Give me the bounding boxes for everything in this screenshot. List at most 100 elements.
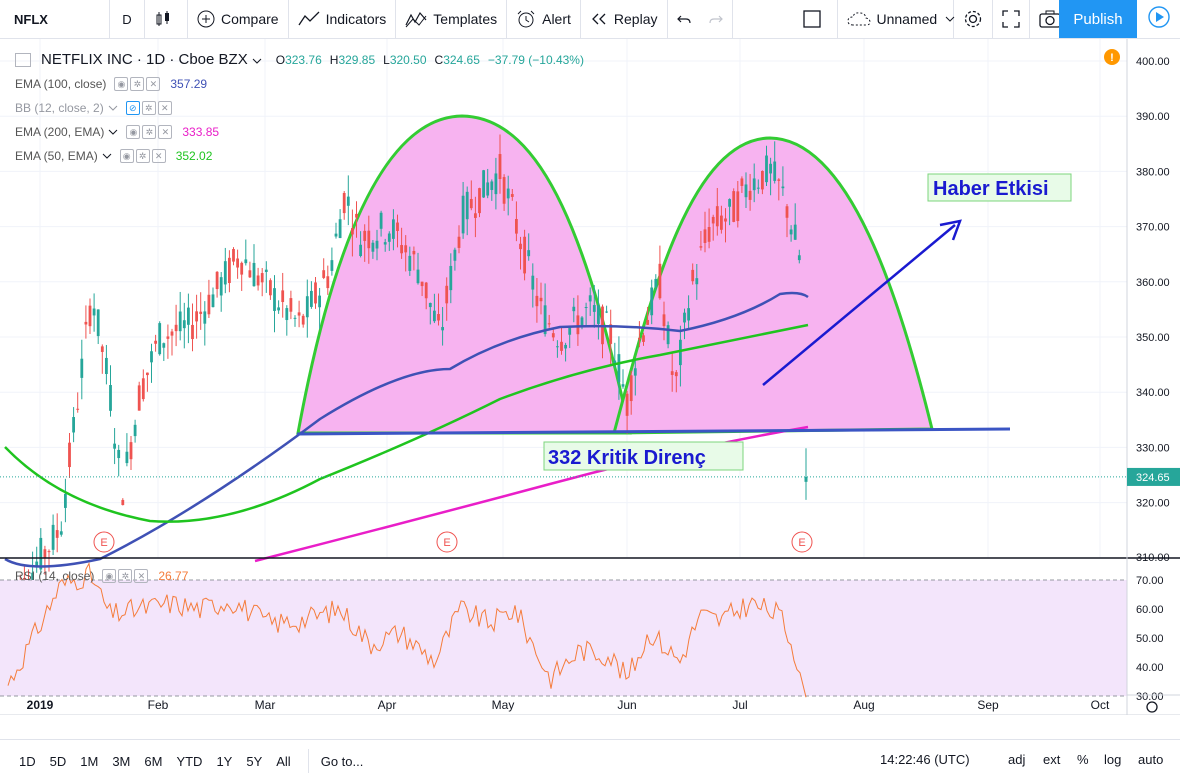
undo-button[interactable] xyxy=(668,0,700,38)
candle-body xyxy=(539,297,543,302)
indicator-buttons[interactable]: ◉ ✲ ✕ xyxy=(119,149,168,163)
gear-icon xyxy=(963,9,983,29)
legend-rsi[interactable]: RSI (14, close) ◉ ✲ ✕ 26.77 xyxy=(15,569,188,583)
auto-toggle[interactable]: auto xyxy=(1138,752,1164,767)
replay-button[interactable]: Replay xyxy=(581,0,668,38)
legend-ema200[interactable]: EMA (200, EMA) ◉ ✲ ✕ 333.85 xyxy=(15,125,219,139)
resistance-line xyxy=(296,427,1011,436)
legend-ema50[interactable]: EMA (50, EMA) ◉ ✲ ✕ 352.02 xyxy=(15,149,212,163)
fullscreen-layout-button[interactable] xyxy=(733,0,838,38)
templates-button[interactable]: Templates xyxy=(396,0,508,38)
range-5y[interactable]: 5Y xyxy=(246,753,263,769)
candle-body xyxy=(715,206,719,227)
candle-body xyxy=(154,340,157,344)
ema100-value: 357.29 xyxy=(170,77,208,91)
candle-body xyxy=(166,336,170,339)
log-toggle[interactable]: log xyxy=(1104,752,1122,767)
indicator-buttons[interactable]: ◉ ✲ ✕ xyxy=(114,77,162,91)
candle-body xyxy=(293,317,297,319)
play-button[interactable] xyxy=(1137,0,1180,38)
legend-ema100[interactable]: EMA (100, close) ◉ ✲ ✕ 357.29 xyxy=(15,77,207,91)
chart-style-button[interactable] xyxy=(145,0,188,38)
alert-button[interactable]: Alert xyxy=(507,0,581,38)
candle-body xyxy=(273,288,276,311)
replay-label: Replay xyxy=(613,11,658,27)
range-5d[interactable]: 5D xyxy=(49,753,67,769)
candle-body xyxy=(449,265,453,291)
gear-icon: ✲ xyxy=(135,149,150,163)
candle-body xyxy=(642,335,645,342)
goto-button[interactable]: Go to... xyxy=(307,749,363,773)
time-axis-label: Apr xyxy=(378,698,397,712)
rsi-axis-label: 70.00 xyxy=(1136,575,1164,587)
candle-body xyxy=(170,331,174,336)
range-1y[interactable]: 1Y xyxy=(216,753,233,769)
candle-body xyxy=(187,307,190,325)
candle-body xyxy=(416,269,420,284)
candle-body xyxy=(769,163,772,174)
indicator-buttons[interactable]: ⊘ ✲ ✕ xyxy=(125,101,174,115)
news-arrow-head xyxy=(939,219,962,241)
ext-toggle[interactable]: ext xyxy=(1043,752,1061,767)
chart-area[interactable]: 332 Kritik Direnç Haber Etkisi E E E! 400.00 3… xyxy=(0,39,1180,715)
candle-body xyxy=(506,188,510,199)
adj-toggle[interactable]: adj xyxy=(1008,752,1026,767)
collapse-legend-icon[interactable] xyxy=(15,52,31,67)
range-ytd[interactable]: YTD xyxy=(176,753,203,769)
plus-circle-icon xyxy=(197,10,215,28)
candle-body xyxy=(744,184,748,198)
indicators-icon xyxy=(298,10,320,28)
price-axis-label: 330.00 xyxy=(1136,442,1170,454)
earnings-marker xyxy=(791,531,813,553)
cloud-icon xyxy=(846,11,871,27)
ema200-name: EMA (200, EMA) xyxy=(15,125,105,139)
indicators-button[interactable]: Indicators xyxy=(289,0,397,38)
candle-body xyxy=(510,194,514,197)
indicator-buttons[interactable]: ◉ ✲ ✕ xyxy=(126,125,174,139)
candle-body xyxy=(797,255,801,261)
candle-body xyxy=(109,385,112,411)
candle-body xyxy=(334,233,338,237)
range-6m[interactable]: 6M xyxy=(144,753,163,769)
symbol-search[interactable]: NFLX xyxy=(0,0,110,38)
candle-body xyxy=(761,170,764,190)
range-1m[interactable]: 1M xyxy=(80,753,99,769)
candle-body xyxy=(256,275,260,286)
ema100-line xyxy=(4,291,809,568)
layout-menu[interactable]: Unnamed xyxy=(838,0,955,38)
interval-selector[interactable]: D xyxy=(110,0,145,38)
range-all[interactable]: All xyxy=(276,753,291,769)
range-3m[interactable]: 3M xyxy=(112,753,131,769)
candle-body xyxy=(277,307,280,311)
rsi-name: RSI (14, close) xyxy=(15,569,95,583)
range-1d[interactable]: 1D xyxy=(19,753,36,769)
replay-icon xyxy=(590,12,608,26)
candle-body xyxy=(35,561,39,567)
compare-button[interactable]: Compare xyxy=(188,0,289,38)
candle-body xyxy=(43,549,47,558)
candle-body xyxy=(613,360,617,365)
candle-body xyxy=(363,230,367,241)
candle-body xyxy=(703,229,707,243)
candle-body xyxy=(72,417,75,433)
candle-body xyxy=(322,270,326,278)
news-arrow-line xyxy=(762,224,956,386)
candle-body xyxy=(326,276,330,289)
close-icon: ✕ xyxy=(158,125,173,139)
candle-body xyxy=(228,257,231,284)
candle-body xyxy=(412,250,416,255)
candle-body xyxy=(330,260,334,271)
percent-toggle[interactable]: % xyxy=(1077,752,1089,767)
candle-body xyxy=(301,315,305,325)
fullscreen-button[interactable] xyxy=(993,0,1030,38)
candle-body xyxy=(133,424,137,437)
chart-canvas[interactable]: 332 Kritik Direnç Haber Etkisi E E E! 400.00 3… xyxy=(0,39,1180,715)
candle-body xyxy=(424,282,428,299)
candle-body xyxy=(59,531,63,535)
publish-button[interactable]: Publish xyxy=(1059,0,1137,38)
indicator-buttons[interactable]: ◉ ✲ ✕ xyxy=(102,569,150,583)
redo-button[interactable] xyxy=(700,0,733,38)
chevron-down-icon[interactable] xyxy=(252,52,262,68)
legend-bb[interactable]: BB (12, close, 2) ⊘ ✲ ✕ xyxy=(15,101,182,115)
settings-button[interactable] xyxy=(954,0,993,38)
